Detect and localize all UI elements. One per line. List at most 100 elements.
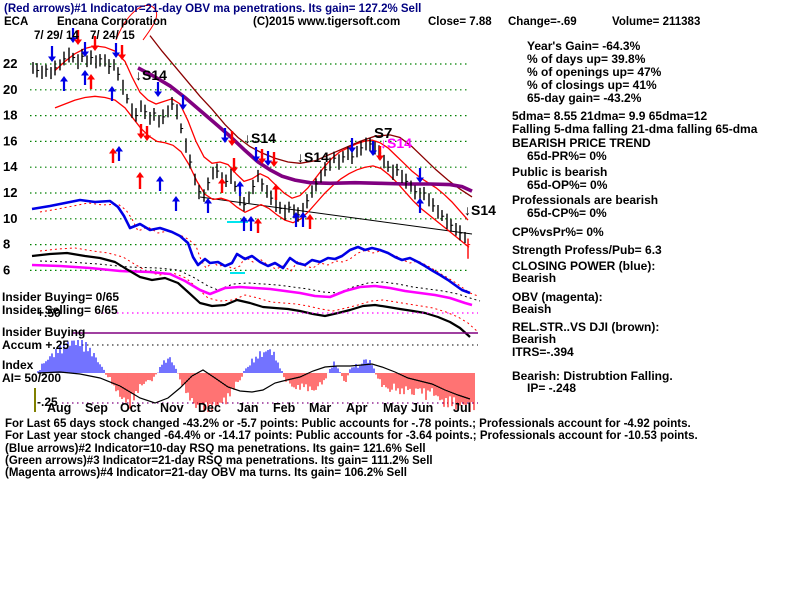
red-down-arrowhead [74, 39, 82, 45]
purple-65dma-line [137, 66, 473, 193]
blue-down-arrowhead [112, 52, 120, 58]
x-axis-month-label: Jun [411, 401, 433, 415]
blue-up-arrowhead [81, 70, 89, 76]
x-axis-month-label: Jan [237, 401, 259, 415]
sell-signal-label: S7 [374, 125, 392, 142]
stats-panel-line: % of days up= 39.8% [527, 52, 646, 66]
blue-down-arrowhead [81, 51, 89, 57]
left-pane-label: Index [2, 358, 34, 372]
blue-down-arrowhead [369, 150, 377, 156]
bottom-summary-line: For Last year stock changed -64.4% or -1… [5, 430, 698, 442]
blue-down-arrowhead [154, 91, 162, 97]
change-value: Change=-.69 [508, 16, 577, 28]
blue-up-arrowhead [240, 216, 248, 222]
blue-down-arrowhead [69, 37, 77, 43]
y-axis-label: 12 [3, 185, 17, 200]
stats-panel-line: Professionals are bearish [512, 193, 658, 207]
stats-panel-line: Public is bearish [512, 165, 607, 179]
close-value: Close= 7.88 [428, 16, 492, 28]
x-axis-month-label: Mar [309, 401, 331, 415]
left-pane-label: -.25 [37, 395, 58, 409]
red-down-arrowhead [228, 140, 236, 146]
stats-panel-line: % of openings up= 47% [527, 65, 662, 79]
x-axis-month-label: May [383, 401, 407, 415]
blue-down-arrowhead [221, 137, 229, 143]
blue-up-arrowhead [247, 216, 255, 222]
red-up-arrowhead [136, 172, 144, 178]
company-name: Encana Corporation [57, 16, 167, 28]
blue-up-arrowhead [204, 198, 212, 204]
y-axis-label: 8 [3, 237, 10, 252]
stats-panel-line: REL.STR..VS DJI (brown): [512, 320, 659, 334]
trendline [199, 196, 473, 235]
x-axis-month-label: Apr [346, 401, 368, 415]
date-range-end: 7/ 24/ 15 [90, 30, 135, 42]
left-pane-label: Insider Buying= 0/65 [2, 290, 119, 304]
copyright-text: (C)2015 www.tigersoft.com [253, 16, 400, 28]
x-axis-month-label: Aug [47, 401, 71, 415]
blue-down-arrowhead [179, 104, 187, 110]
ticker-symbol: ECA [4, 16, 28, 28]
stats-panel-line: IP= -.248 [527, 381, 576, 395]
x-axis-month-label: Nov [160, 401, 184, 415]
indicator1-summary-text: (Red arrows)#1 Indicator=21-day OBV ma p… [4, 3, 421, 15]
stats-panel-line: OBV (magenta): [512, 290, 603, 304]
stats-panel-line: Bearish [512, 271, 556, 285]
stats-panel-line: CP%vsPr%= 0% [512, 225, 604, 239]
stats-panel-line: ITRS=-.394 [512, 345, 574, 359]
x-axis-month-label: Jul [453, 401, 471, 415]
red-up-arrowhead [254, 218, 262, 224]
blue-down-arrowhead [48, 56, 56, 62]
blue-up-arrowhead [172, 196, 180, 202]
bottom-summary-line: (Magenta arrows)#4 Indicator=21-day OBV … [5, 467, 407, 479]
left-pane-label: Accum +.25 [2, 338, 69, 352]
sell-signal-label: ↓S14 [464, 202, 496, 218]
stats-panel-line: 65d-PR%= 0% [527, 149, 607, 163]
date-range-start: 7/ 29/ 14 [34, 30, 79, 42]
sell-signal-label: ↓S14 [380, 135, 412, 151]
left-pane-label: AI= 50/200 [2, 371, 61, 385]
band-excursion-line [115, 4, 158, 41]
blue-up-arrowhead [108, 86, 116, 92]
red-down-arrowhead [230, 167, 238, 173]
blue-down-arrowhead [416, 177, 424, 183]
cp-ma-dotted-line [39, 202, 479, 297]
brown-ma-line [149, 35, 473, 198]
blue-up-arrowhead [236, 181, 244, 187]
red-down-arrowhead [376, 155, 384, 161]
stats-panel-line: Bearish: Distrubtion Falling. [512, 369, 673, 383]
red-up-arrowhead [272, 184, 280, 190]
stats-panel-line: CLOSING POWER (blue): [512, 259, 655, 273]
stats-panel-line: Bearish [512, 332, 556, 346]
y-axis-label: 18 [3, 108, 17, 123]
blue-up-arrowhead [60, 76, 68, 82]
blue-down-arrowhead [348, 147, 356, 153]
red-down-arrowhead [143, 135, 151, 141]
left-pane-label: Insider Buying [2, 325, 85, 339]
x-axis-month-label: Sep [85, 401, 108, 415]
bottom-summary-line: (Green arrows)#3 Indicator=21-day RSQ ma… [5, 455, 433, 467]
blue-up-arrowhead [416, 198, 424, 204]
closing-power-line [31, 198, 471, 295]
y-axis-label: 22 [3, 56, 17, 71]
blue-up-arrowhead [299, 212, 307, 218]
red-up-arrowhead [306, 214, 314, 220]
y-axis-label: 6 [3, 262, 10, 277]
blue-up-arrowhead [156, 176, 164, 182]
stats-panel-line: 65-day gain= -43.2% [527, 91, 642, 105]
accum-ma-line [37, 363, 471, 404]
y-axis-label: 14 [3, 159, 18, 174]
blue-down-arrowhead [252, 156, 260, 162]
red-down-arrowhead [137, 133, 145, 139]
stats-panel-line: BEARISH PRICE TREND [512, 136, 651, 150]
bottom-summary-line: For Last 65 days stock changed -43.2% or… [5, 418, 691, 430]
red-down-arrowhead [270, 161, 278, 167]
left-pane-label: +.50 [37, 306, 61, 320]
red-up-arrowhead [218, 178, 226, 184]
blue-up-arrowhead [292, 212, 300, 218]
relstr-ma-dotted-line [39, 247, 479, 333]
relative-strength-line [31, 251, 471, 338]
bottom-summary-line: (Blue arrows)#2 Indicator=10-day RSQ ma … [5, 443, 426, 455]
